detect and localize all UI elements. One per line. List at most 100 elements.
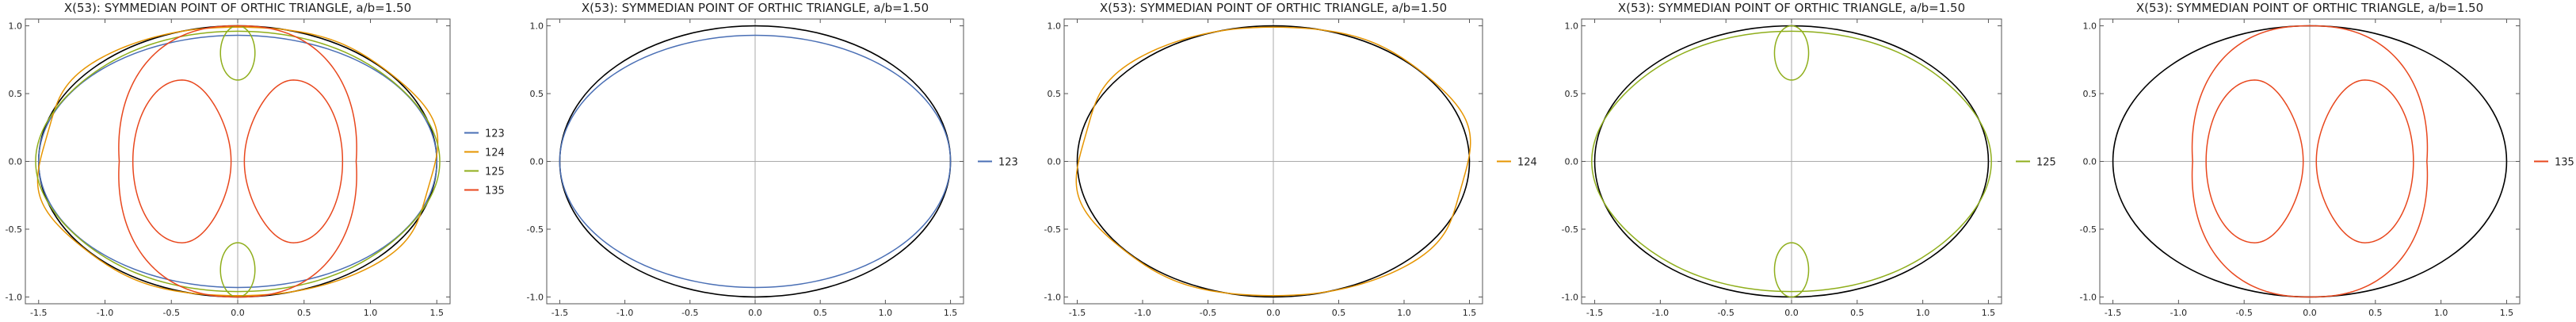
y-tick-label: 0.5 [9, 89, 23, 99]
chart-panel-3: X(53): SYMMEDIAN POINT OF ORTHIC TRIANGL… [1044, 1, 1537, 318]
y-tick-label: -1.0 [1044, 292, 1061, 302]
legend-label: 125 [2036, 157, 2056, 169]
x-tick-label: 1.0 [364, 308, 378, 318]
legend-label: 125 [485, 167, 505, 178]
y-tick-label: 0.0 [1048, 157, 1062, 167]
y-tick-label: 0.5 [530, 89, 544, 99]
x-tick-label: -0.5 [2235, 308, 2252, 318]
y-tick-label: -0.5 [1562, 224, 1578, 235]
y-tick-label: 0.0 [1565, 157, 1579, 167]
x-tick-label: 1.0 [1397, 308, 1411, 318]
legend-label: 124 [1517, 157, 1537, 169]
series-135-curve [243, 79, 344, 243]
y-tick-label: 0.5 [1048, 89, 1062, 99]
x-tick-label: 0.0 [231, 308, 245, 318]
x-tick-label: 0.0 [1266, 308, 1280, 318]
x-tick-label: 1.5 [1463, 308, 1477, 318]
y-tick-label: 0.5 [1565, 89, 1579, 99]
x-tick-label: -1.5 [1586, 308, 1603, 318]
y-tick-label: -1.0 [527, 292, 544, 302]
plot-area [2112, 25, 2508, 298]
plot-area [35, 25, 441, 298]
legend-label: 135 [485, 186, 505, 197]
x-tick-label: 0.5 [813, 308, 827, 318]
chart-panel-4: X(53): SYMMEDIAN POINT OF ORTHIC TRIANGL… [1562, 1, 2056, 318]
y-tick-label: 0.0 [530, 157, 544, 167]
x-tick-label: 0.5 [297, 308, 311, 318]
y-tick-label: -0.5 [2080, 224, 2097, 235]
y-tick-label: 0.0 [2083, 157, 2097, 167]
y-tick-label: -1.0 [6, 292, 22, 302]
series-135-curve [2191, 25, 2429, 298]
y-tick-label: -1.0 [2080, 292, 2097, 302]
y-tick-label: -0.5 [1044, 224, 1061, 235]
series-125-curve [1773, 242, 1810, 298]
x-tick-label: 1.5 [1982, 308, 1996, 318]
x-tick-label: 0.5 [1850, 308, 1864, 318]
x-tick-label: -0.5 [681, 308, 698, 318]
x-tick-label: 0.5 [1332, 308, 1346, 318]
y-tick-label: 1.0 [1565, 21, 1579, 32]
series-135-curve [118, 25, 357, 298]
panel-title: X(53): SYMMEDIAN POINT OF ORTHIC TRIANGL… [1618, 1, 1965, 15]
reference-ellipse [1076, 25, 1471, 298]
y-tick-label: 0.0 [9, 157, 23, 167]
legend-label: 135 [2555, 157, 2574, 169]
x-tick-label: -1.0 [97, 308, 113, 318]
plot-area [1591, 25, 1992, 298]
series-125-curve [1773, 25, 1810, 81]
series-125-curve [1591, 30, 1992, 293]
plot-area [559, 25, 952, 298]
x-tick-label: -1.5 [2105, 308, 2121, 318]
series-135-curve [2205, 79, 2304, 243]
x-tick-label: -1.5 [1069, 308, 1086, 318]
chart-panel-2: X(53): SYMMEDIAN POINT OF ORTHIC TRIANGL… [527, 1, 1018, 318]
x-tick-label: 1.5 [944, 308, 958, 318]
panel-title: X(53): SYMMEDIAN POINT OF ORTHIC TRIANGL… [582, 1, 929, 15]
y-tick-label: 1.0 [530, 21, 544, 32]
x-tick-label: 0.0 [1784, 308, 1799, 318]
x-tick-label: -1.0 [616, 308, 633, 318]
series-135-curve [132, 79, 232, 243]
chart-panel-5: X(53): SYMMEDIAN POINT OF ORTHIC TRIANGL… [2080, 1, 2574, 318]
panel-title: X(53): SYMMEDIAN POINT OF ORTHIC TRIANGL… [1100, 1, 1447, 15]
panel-title: X(53): SYMMEDIAN POINT OF ORTHIC TRIANGL… [64, 1, 411, 15]
x-tick-label: 1.5 [2500, 308, 2514, 318]
series-123-curve [559, 34, 952, 289]
panel-title: X(53): SYMMEDIAN POINT OF ORTHIC TRIANGL… [2136, 1, 2483, 15]
y-tick-label: 0.5 [2083, 89, 2097, 99]
y-tick-label: -0.5 [6, 224, 22, 235]
series-135-curve [2315, 79, 2414, 243]
x-tick-label: 0.0 [2303, 308, 2317, 318]
chart-panel-1: X(53): SYMMEDIAN POINT OF ORTHIC TRIANGL… [6, 1, 505, 318]
y-tick-label: 1.0 [9, 21, 23, 32]
x-tick-label: -0.5 [1717, 308, 1734, 318]
x-tick-label: -0.5 [1200, 308, 1216, 318]
x-tick-label: 1.5 [430, 308, 445, 318]
legend-label: 123 [485, 128, 505, 140]
series-125-curve [219, 25, 256, 81]
series-124-curve [1075, 26, 1471, 297]
x-tick-label: 1.0 [879, 308, 893, 318]
x-tick-label: -1.0 [1652, 308, 1669, 318]
plot-area [1075, 25, 1471, 298]
legend-label: 123 [998, 157, 1018, 169]
y-tick-label: -0.5 [527, 224, 544, 235]
series-124-curve [36, 26, 439, 297]
y-tick-label: 1.0 [2083, 21, 2097, 32]
series-123-curve [37, 34, 438, 289]
x-tick-label: 1.0 [2434, 308, 2448, 318]
legend-label: 124 [485, 148, 505, 159]
series-125-curve [219, 242, 256, 298]
x-tick-label: -1.5 [551, 308, 568, 318]
x-tick-label: 0.0 [748, 308, 762, 318]
x-tick-label: -0.5 [163, 308, 180, 318]
y-tick-label: -1.0 [1562, 292, 1578, 302]
y-tick-label: 1.0 [1048, 21, 1062, 32]
x-tick-label: 1.0 [1916, 308, 1930, 318]
x-tick-label: 0.5 [2368, 308, 2383, 318]
x-tick-label: -1.0 [2170, 308, 2187, 318]
x-tick-label: -1.0 [1134, 308, 1151, 318]
x-tick-label: -1.5 [30, 308, 47, 318]
